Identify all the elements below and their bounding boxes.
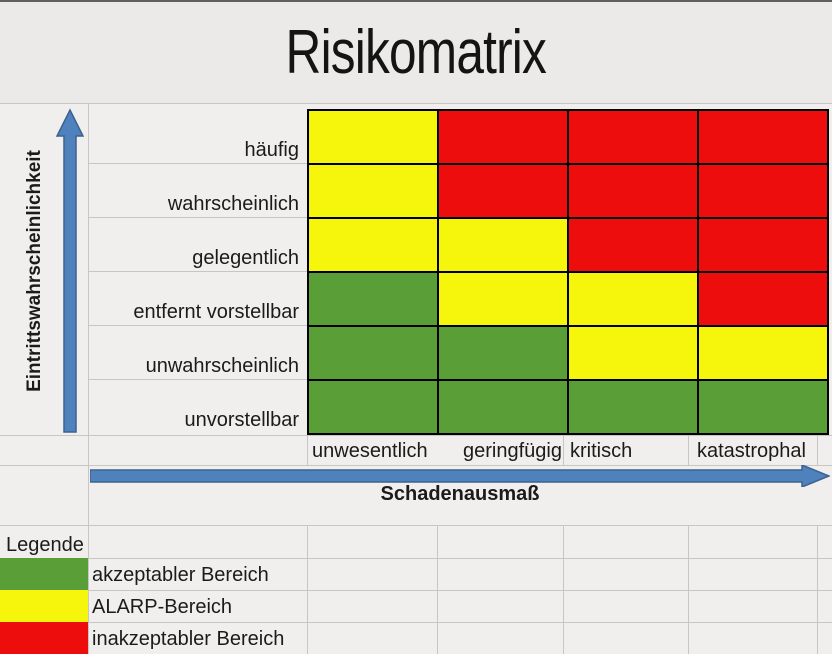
matrix-cell-red[interactable] — [698, 272, 828, 326]
gridline — [688, 525, 689, 654]
gridline — [0, 558, 832, 559]
risk-matrix-grid — [307, 109, 829, 435]
y-axis-title-text: Eintrittswahrscheinlichkeit — [24, 150, 46, 392]
matrix-cell-red[interactable] — [568, 110, 698, 164]
matrix-cell-green[interactable] — [308, 326, 438, 380]
matrix-cell-yellow[interactable] — [438, 218, 568, 272]
matrix-cell-red[interactable] — [568, 218, 698, 272]
legend-swatch-yellow — [0, 590, 88, 622]
legend-item-label: akzeptabler Bereich — [92, 564, 269, 586]
col-label: unwesentlich — [312, 440, 428, 462]
gridline — [0, 435, 832, 436]
gridline — [88, 217, 307, 218]
legend-item-label: inakzeptabler Bereich — [92, 628, 285, 650]
matrix-cell-yellow[interactable] — [308, 164, 438, 218]
gridline — [817, 435, 818, 465]
row-label: wahrscheinlich — [167, 193, 299, 215]
row-label: entfernt vorstellbar — [133, 301, 299, 323]
gridline — [307, 525, 308, 654]
y-axis-title: Eintrittswahrscheinlichkeit — [12, 109, 58, 433]
gridline — [88, 271, 307, 272]
row-label: gelegentlich — [192, 247, 299, 269]
matrix-cell-green[interactable] — [308, 380, 438, 434]
matrix-cell-green[interactable] — [438, 380, 568, 434]
matrix-cell-red[interactable] — [438, 164, 568, 218]
row-label: häufig — [244, 139, 300, 161]
gridline — [88, 379, 307, 380]
gridline — [437, 525, 438, 654]
legend-swatch-red — [0, 622, 88, 654]
page-title: Risikomatrix — [285, 18, 547, 87]
right-arrow-icon — [90, 465, 830, 487]
matrix-cell-green[interactable] — [438, 326, 568, 380]
matrix-cell-red[interactable] — [698, 218, 828, 272]
matrix-cell-green[interactable] — [308, 272, 438, 326]
gridline — [688, 435, 689, 465]
x-axis-title: Schadenausmaß — [380, 483, 540, 505]
matrix-cell-yellow[interactable] — [308, 218, 438, 272]
gridline — [0, 622, 832, 623]
row-label: unwahrscheinlich — [145, 355, 299, 377]
matrix-cell-yellow[interactable] — [568, 326, 698, 380]
matrix-cell-yellow[interactable] — [308, 110, 438, 164]
legend-header: Legende — [6, 534, 84, 556]
gridline — [563, 525, 564, 654]
gridline — [88, 325, 307, 326]
row-labels: häufig wahrscheinlich gelegentlich entfernt… — [88, 109, 307, 433]
up-arrow-icon — [56, 108, 84, 433]
gridline — [817, 525, 818, 654]
gridline — [0, 465, 832, 466]
legend-swatch-green — [0, 558, 88, 590]
col-label: katastrophal — [697, 440, 806, 462]
gridline — [307, 435, 308, 465]
col-label: geringfügig — [463, 440, 562, 462]
matrix-cell-yellow[interactable] — [568, 272, 698, 326]
gridline — [88, 103, 89, 654]
row-label: unvorstellbar — [184, 409, 299, 431]
legend-item-label: ALARP-Bereich — [92, 596, 233, 618]
matrix-cell-red[interactable] — [568, 164, 698, 218]
gridline — [0, 590, 832, 591]
matrix-cell-red[interactable] — [698, 164, 828, 218]
matrix-cell-green[interactable] — [698, 380, 828, 434]
gridline — [88, 163, 307, 164]
gridline — [563, 435, 564, 465]
matrix-cell-yellow[interactable] — [438, 272, 568, 326]
col-label: kritisch — [570, 440, 633, 462]
matrix-cell-red[interactable] — [698, 110, 828, 164]
matrix-cell-green[interactable] — [568, 380, 698, 434]
matrix-cell-red[interactable] — [438, 110, 568, 164]
gridline — [0, 525, 832, 526]
title-band: Risikomatrix — [0, 2, 832, 104]
matrix-cell-yellow[interactable] — [698, 326, 828, 380]
